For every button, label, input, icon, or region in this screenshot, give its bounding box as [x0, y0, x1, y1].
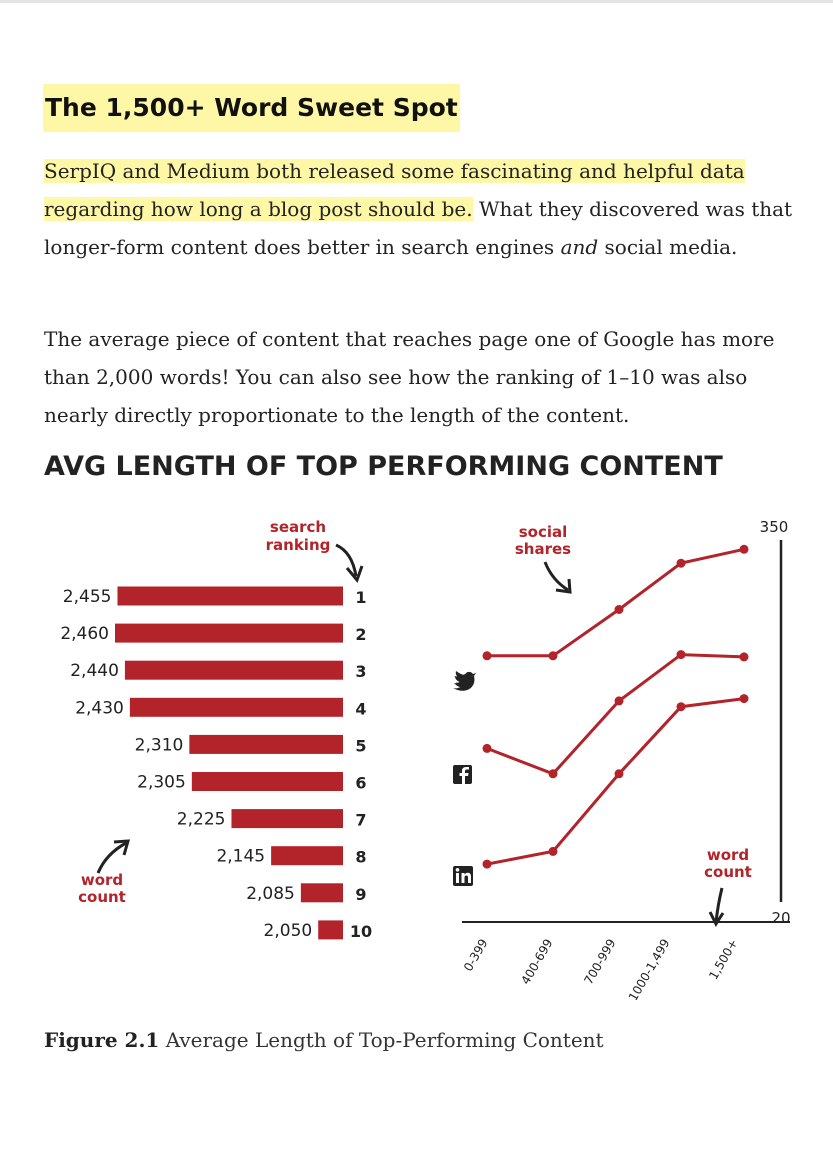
bar — [191, 772, 343, 791]
annotation-label: social — [519, 523, 568, 541]
section-heading: The 1,500+ Word Sweet Spot — [43, 84, 460, 132]
search-ranking-annotation: search ranking — [266, 518, 364, 583]
annotation-label: word — [81, 871, 123, 889]
bar-value-label: 2,145 — [216, 847, 265, 867]
bar-value-label: 2,085 — [246, 884, 295, 904]
arrowhead-icon — [555, 578, 572, 594]
data-point — [614, 696, 624, 706]
bar-value-label: 2,460 — [60, 624, 109, 644]
caption-text: Average Length of Top-Performing Content — [165, 1028, 604, 1052]
top-divider — [0, 0, 833, 3]
data-point — [676, 558, 686, 568]
bar — [300, 883, 343, 903]
arrowhead-icon — [708, 911, 725, 928]
arrow-icon — [543, 561, 569, 592]
data-point — [676, 650, 686, 660]
series-line — [486, 653, 745, 776]
rank-label: 8 — [355, 848, 366, 867]
annotation-label: search — [270, 518, 326, 536]
data-point — [739, 544, 749, 554]
data-point — [739, 694, 749, 704]
rank-label: 9 — [355, 885, 366, 904]
data-point — [548, 651, 558, 661]
data-point — [614, 769, 624, 779]
figure-caption: Figure 2.1 Average Length of Top-Perform… — [44, 1024, 604, 1056]
data-point — [482, 743, 492, 753]
rank-label: 4 — [355, 699, 366, 718]
data-point — [482, 859, 492, 869]
arrowhead-icon — [345, 565, 364, 583]
y-tick-label-bottom: 20 — [771, 909, 790, 927]
bar-value-label: 2,225 — [177, 810, 226, 830]
data-point — [548, 769, 558, 779]
x-tick-label: 400-699 — [518, 937, 555, 987]
series-line — [487, 547, 745, 658]
x-tick-label: 700-999 — [581, 937, 618, 987]
bar — [124, 660, 343, 680]
bar — [318, 920, 343, 940]
annotation-label: shares — [515, 540, 571, 558]
data-point — [548, 846, 558, 856]
chart-title: AVG LENGTH OF TOP PERFORMING CONTENT — [44, 451, 723, 482]
rank-label: 3 — [355, 662, 366, 681]
line-chart — [482, 544, 749, 869]
series-line — [486, 697, 745, 866]
bar-value-label: 2,440 — [70, 661, 119, 681]
x-tick-label: 1000-1,499 — [626, 937, 673, 1001]
rank-label: 5 — [355, 736, 366, 755]
rank-label: 7 — [355, 811, 366, 830]
data-point — [482, 651, 492, 661]
paragraph-text: social media. — [598, 235, 738, 259]
data-point — [614, 605, 624, 614]
rank-label: 6 — [355, 774, 366, 793]
bar-value-label: 2,455 — [63, 587, 112, 607]
twitter-icon — [453, 671, 476, 691]
bar-value-label: 2,305 — [137, 773, 186, 793]
bar — [271, 846, 343, 866]
annotation-label: count — [704, 863, 752, 881]
bar — [189, 734, 343, 754]
annotation-label: word — [707, 846, 749, 864]
bar-value-label: 2,430 — [75, 698, 124, 718]
word-count-annotation-right: word count — [704, 846, 752, 928]
arrow-icon — [335, 543, 358, 577]
arrow-icon — [96, 841, 127, 874]
x-tick-labels: 0-399 400-699 700-999 1000-1,499 1,500+ — [461, 937, 741, 1001]
infographic-figure: AVG LENGTH OF TOP PERFORMING CONTENT 2,4… — [44, 451, 791, 1001]
emphasis-text: and — [560, 235, 599, 259]
bar — [129, 697, 343, 717]
bar — [231, 809, 343, 829]
y-tick-label-top: 350 — [760, 518, 789, 536]
rank-label: 10 — [350, 922, 372, 941]
bar-value-label: 2,050 — [264, 921, 313, 941]
arrow-icon — [714, 887, 724, 923]
x-tick-label: 1,500+ — [706, 937, 740, 982]
word-count-annotation-left: word count — [78, 839, 131, 906]
bar — [115, 623, 343, 643]
linkedin-icon — [453, 866, 473, 886]
arrowhead-icon — [113, 839, 131, 856]
annotation-label: count — [78, 888, 126, 906]
rank-label: 2 — [355, 625, 366, 644]
bar-value-label: 2,310 — [135, 735, 184, 755]
caption-label: Figure 2.1 — [44, 1028, 160, 1052]
bar-chart: 2,455 1 2,460 2 2,440 3 2,430 4 2,310 5 2,305 6 2,22… — [60, 586, 372, 941]
rank-label: 1 — [355, 588, 366, 607]
x-tick-label: 0-399 — [461, 937, 491, 974]
paragraph-2: The average piece of content that reache… — [44, 327, 775, 427]
annotation-label: ranking — [266, 536, 331, 554]
paragraph-1: SerpIQ and Medium both released some fas… — [44, 152, 794, 266]
facebook-icon — [453, 765, 472, 784]
paragraph-text: What they discovered was that longer-for… — [44, 197, 793, 259]
data-point — [676, 702, 686, 712]
social-shares-annotation: social shares — [515, 523, 572, 594]
data-point — [739, 652, 749, 662]
bar — [117, 586, 343, 606]
